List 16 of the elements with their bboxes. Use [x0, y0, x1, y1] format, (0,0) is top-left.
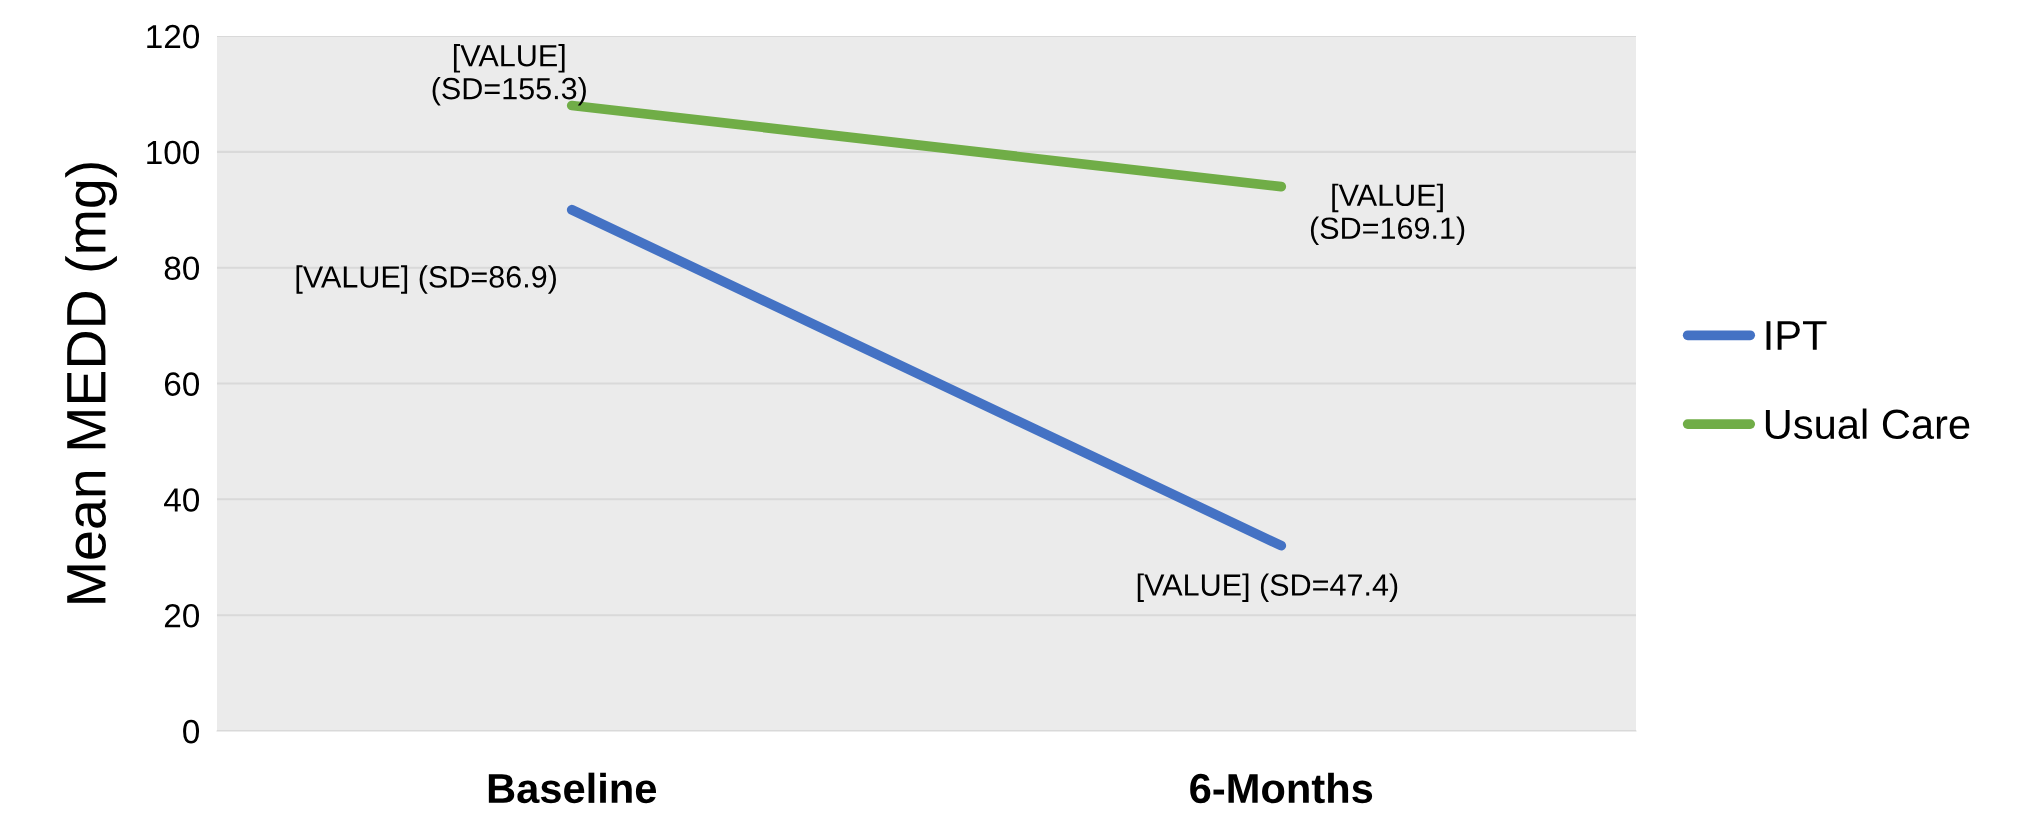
y-tick-label: 120	[147, 24, 200, 49]
x-tick-label: Baseline	[488, 772, 657, 804]
y-tick-label: 100	[147, 140, 200, 165]
y-tick-label: 80	[164, 256, 200, 281]
annotation: [VALUE] (SD=86.9)	[296, 265, 556, 294]
legend-label: IPT	[1766, 321, 1827, 350]
annotation: [VALUE] (SD=47.4)	[1137, 573, 1398, 602]
annotation: [VALUE] (SD=155.3)	[432, 44, 586, 106]
y-axis-title: Mean MEDD (mg)	[65, 163, 117, 603]
legend-label: Usual Care	[1765, 408, 1970, 440]
annotation: [VALUE] (SD=169.1)	[1310, 183, 1465, 246]
y-tick-label: 0	[183, 719, 200, 744]
y-tick-label: 60	[164, 372, 200, 396]
y-tick-label: 20	[164, 603, 200, 628]
x-tick-label: 6-Months	[1190, 772, 1373, 804]
y-tick-label: 40	[164, 488, 200, 512]
